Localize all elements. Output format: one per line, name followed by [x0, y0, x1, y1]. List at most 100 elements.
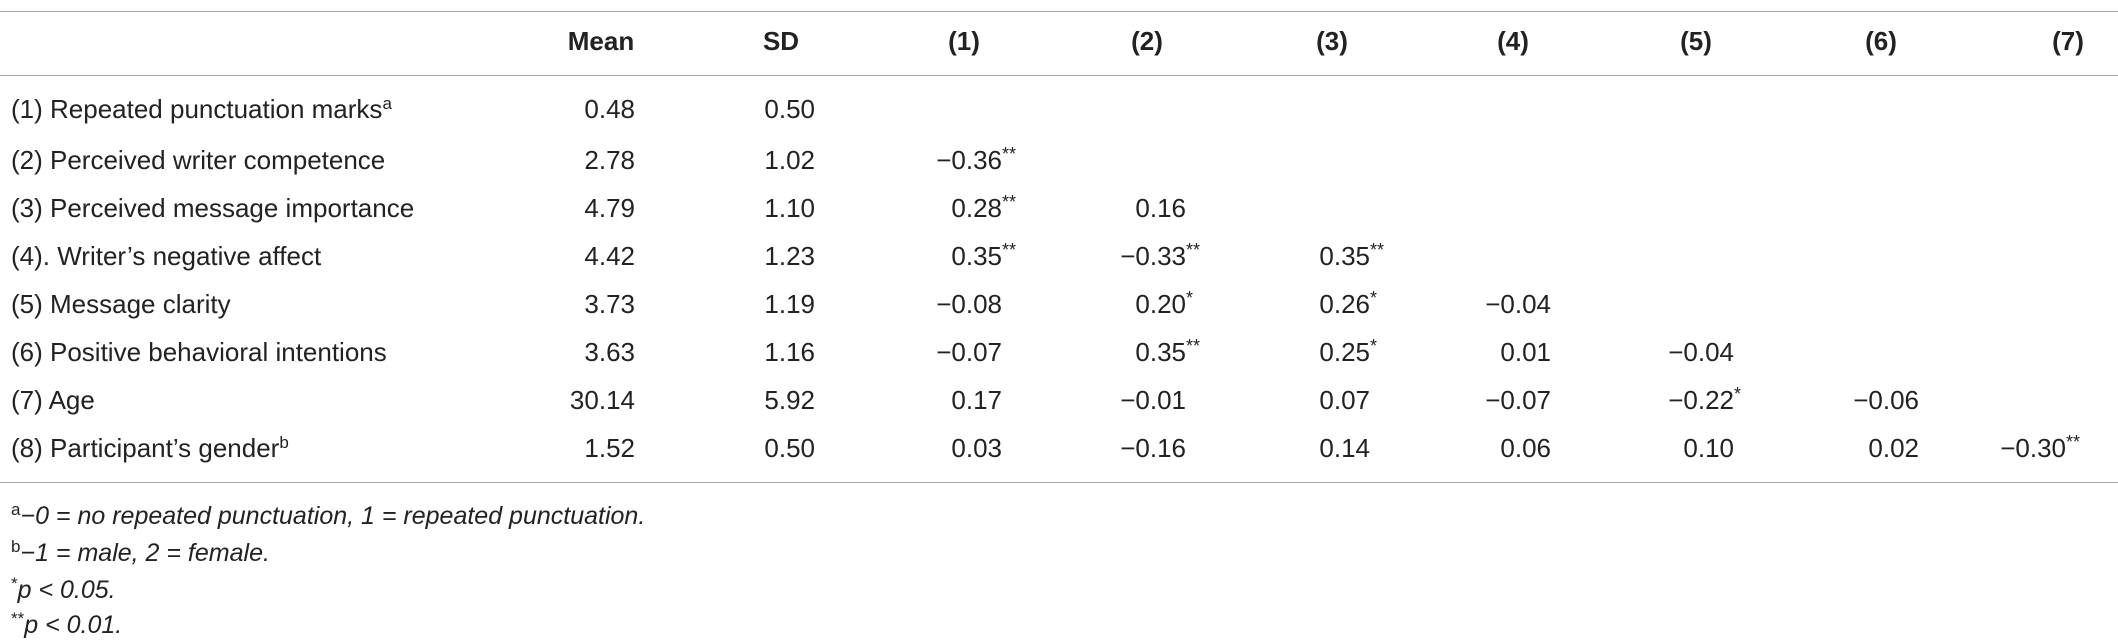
cell-value: 0.35 [1319, 241, 1370, 271]
cell: −0.06 [1853, 385, 1919, 415]
significance-mark: * [1370, 336, 1378, 356]
row-label-text: (6) Positive behavioral intentions [11, 337, 387, 367]
significance-mark: ** [2066, 432, 2081, 452]
significance-mark: ** [1186, 240, 1201, 260]
cell: 1.19 [764, 289, 815, 319]
cell: −0.36 ** [936, 144, 1016, 176]
row-label-text: (3) Perceived message importance [11, 193, 415, 223]
column-header: SD [762, 26, 800, 56]
cell-value: 0.35 [951, 241, 1002, 271]
column-header: (1) [948, 26, 980, 56]
significance-mark: ** [1002, 240, 1017, 260]
cell: 0.17 [951, 385, 1002, 415]
cell-value: −0.22 [1668, 385, 1734, 415]
row-label: (4). Writer’s negative affect [11, 240, 321, 272]
column-header: Mean [567, 26, 635, 56]
footnote: b−1 = male, 2 = female. [11, 537, 270, 569]
row-label: (3) Perceived message importance [11, 192, 414, 224]
cell: 3.73 [584, 289, 635, 319]
cell: 30.14 [569, 385, 635, 415]
row-label: (8) Participant’s genderb [11, 432, 289, 464]
footnote-marker: b [11, 537, 21, 556]
cell: 0.03 [951, 433, 1002, 463]
cell: 0.06 [1500, 433, 1551, 463]
cell: 0.35 ** [1135, 336, 1200, 368]
cell: −0.16 [1120, 433, 1186, 463]
significance-mark: * [1186, 288, 1194, 308]
footnote-marker: a [11, 500, 21, 519]
row-label-text: (8) Participant’s gender [11, 433, 280, 463]
rule [0, 482, 2118, 483]
cell: −0.04 [1485, 289, 1551, 319]
footnote-text: p < 0.01. [24, 611, 123, 639]
row-label: (5) Message clarity [11, 288, 231, 320]
cell: 0.50 [764, 433, 815, 463]
row-label-text: (4). Writer’s negative affect [11, 241, 322, 271]
cell: −0.07 [936, 337, 1002, 367]
column-header: (2) [1131, 26, 1163, 56]
cell-value: −0.36 [936, 145, 1002, 175]
cell: 1.52 [584, 433, 635, 463]
footnote: **p < 0.01. [11, 609, 122, 641]
footnote-text: p < 0.05. [17, 576, 116, 604]
cell: −0.33 ** [1120, 240, 1200, 272]
cell: 0.14 [1319, 433, 1370, 463]
rule [0, 75, 2118, 76]
column-header: (7) [2052, 26, 2084, 56]
row-label-text: (5) Message clarity [11, 289, 231, 319]
cell: −0.01 [1120, 385, 1186, 415]
cell: −0.07 [1485, 385, 1551, 415]
cell: 4.42 [584, 241, 635, 271]
significance-mark: * [1370, 288, 1378, 308]
cell: −0.22 * [1668, 384, 1741, 416]
footnote-marker: * [11, 574, 18, 593]
row-label: (2) Perceived writer competence [11, 144, 385, 176]
column-header: (4) [1497, 26, 1529, 56]
cell: 0.25 * [1319, 336, 1377, 368]
column-header: (6) [1865, 26, 1897, 56]
row-label: (1) Repeated punctuation marksa [11, 93, 392, 125]
cell: 0.50 [764, 94, 815, 124]
cell: 4.79 [584, 193, 635, 223]
row-label-text: (7) Age [11, 385, 95, 415]
cell: 0.16 [1135, 193, 1186, 223]
significance-mark: * [1734, 384, 1742, 404]
cell: 5.92 [764, 385, 815, 415]
footnote: a−0 = no repeated punctuation, 1 = repea… [11, 500, 645, 532]
cell: −0.04 [1668, 337, 1734, 367]
cell: 0.48 [584, 94, 635, 124]
cell-value: 0.26 [1319, 289, 1370, 319]
cell: 1.02 [764, 145, 815, 175]
footnote: *p < 0.05. [11, 574, 116, 606]
cell-value: −0.33 [1120, 241, 1186, 271]
row-label: (6) Positive behavioral intentions [11, 336, 387, 368]
footnote-marker: b [279, 433, 289, 452]
column-header: (3) [1316, 26, 1348, 56]
cell: 0.26 * [1319, 288, 1377, 320]
cell-value: 0.25 [1319, 337, 1370, 367]
cell: 0.02 [1868, 433, 1919, 463]
cell: 1.10 [764, 193, 815, 223]
cell: 1.23 [764, 241, 815, 271]
cell: 0.07 [1319, 385, 1370, 415]
column-header: (5) [1680, 26, 1712, 56]
cell: 0.20 * [1135, 288, 1193, 320]
cell: 2.78 [584, 145, 635, 175]
cell: 0.28 ** [951, 192, 1016, 224]
cell: 0.01 [1500, 337, 1551, 367]
row-label-text: (1) Repeated punctuation marks [11, 94, 383, 124]
rule [0, 11, 2118, 12]
footnote-marker: a [382, 94, 392, 113]
cell-value: 0.20 [1135, 289, 1186, 319]
row-label: (7) Age [11, 384, 95, 416]
cell: −0.30 ** [2000, 432, 2080, 464]
significance-mark: ** [1186, 336, 1201, 356]
significance-mark: ** [1370, 240, 1385, 260]
cell: 0.10 [1683, 433, 1734, 463]
footnote-text: −0 = no repeated punctuation, 1 = repeat… [20, 502, 646, 530]
footnote-text: −1 = male, 2 = female. [20, 539, 270, 567]
cell: 1.16 [764, 337, 815, 367]
cell-value: 0.28 [951, 193, 1002, 223]
cell: −0.08 [936, 289, 1002, 319]
significance-mark: ** [1002, 192, 1017, 212]
